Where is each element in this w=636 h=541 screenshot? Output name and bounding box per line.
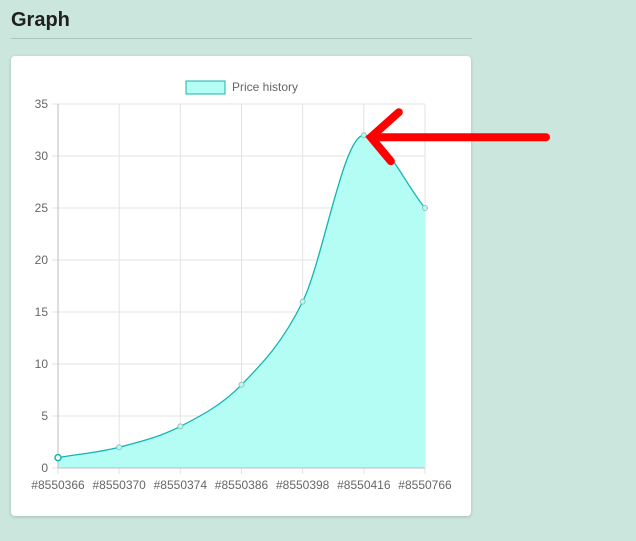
data-point (116, 444, 123, 451)
legend-label[interactable]: Price history (232, 80, 298, 94)
y-tick-label: 0 (41, 461, 48, 475)
y-tick-label: 15 (35, 305, 49, 319)
y-tick-label: 35 (35, 97, 49, 111)
data-point (54, 453, 62, 462)
x-tick-label: #8550370 (92, 478, 146, 492)
data-point (238, 381, 245, 388)
x-tick-label: #8550386 (215, 478, 269, 492)
y-tick-label: 5 (41, 409, 48, 423)
y-tick-label: 10 (35, 357, 49, 371)
legend[interactable]: Price history (185, 80, 298, 95)
x-tick-label: #8550398 (276, 478, 330, 492)
x-tick-label: #8550416 (337, 478, 391, 492)
axes (57, 104, 425, 469)
x-tick-label: #8550366 (31, 478, 85, 492)
y-tick-label: 20 (35, 253, 49, 267)
x-tick-label: #8550374 (154, 478, 208, 492)
legend-swatch[interactable] (185, 80, 226, 95)
title-divider (11, 38, 472, 39)
page-title: Graph (11, 9, 70, 31)
data-point (299, 298, 306, 305)
data-point (360, 132, 367, 139)
arrow-head (365, 108, 403, 166)
series-area-fill (58, 135, 425, 468)
x-tick-label: #8550766 (398, 478, 452, 492)
data-point (177, 423, 184, 430)
data-points (54, 132, 428, 462)
tick-labels: 0 5 10 15 20 25 30 35 #8550366 #8550370 #8550374 #8… (31, 97, 452, 492)
annotation-arrow (365, 108, 550, 166)
y-tick-label: 30 (35, 149, 49, 163)
data-point (422, 205, 428, 211)
y-tick-label: 25 (35, 201, 49, 215)
